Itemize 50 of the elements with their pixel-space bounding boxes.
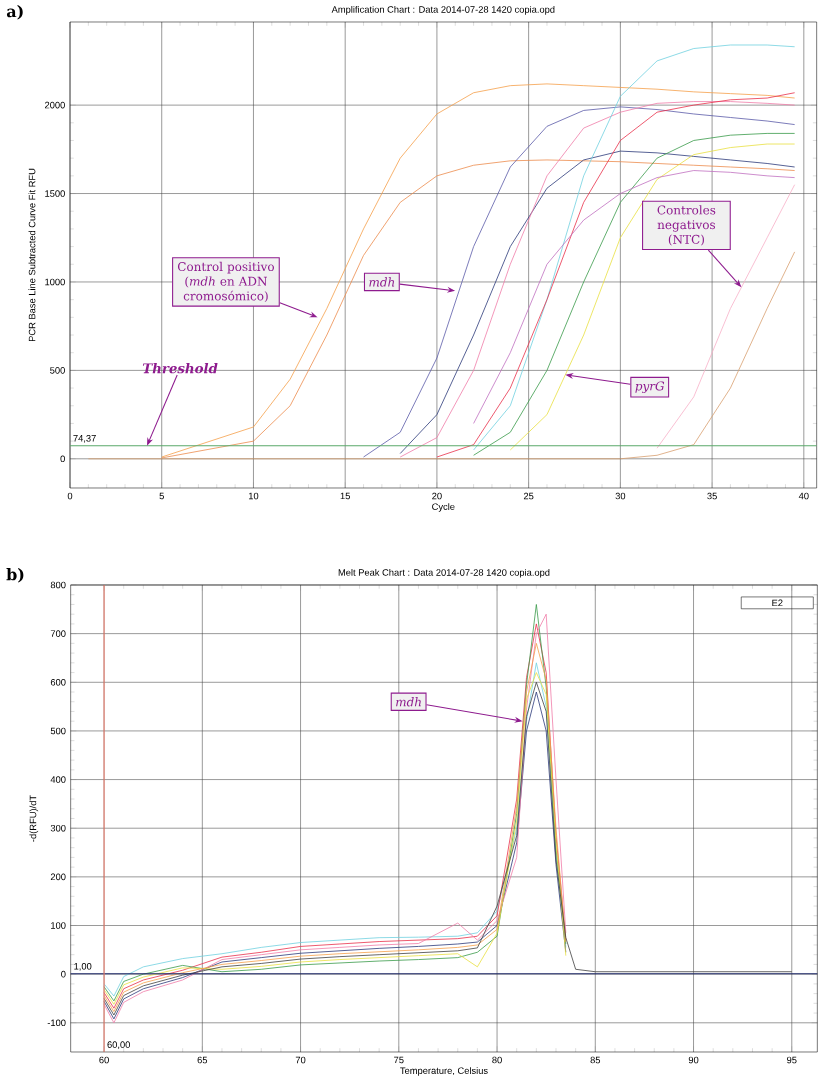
x-tick-label: 20: [432, 492, 442, 500]
x-tick-label: 15: [340, 492, 350, 500]
x-tick-label: 75: [394, 1056, 404, 1064]
text: b): [6, 567, 24, 583]
annotation: mdh: [369, 277, 395, 287]
annotation: Controles negativos (NTC): [657, 205, 716, 246]
x-tick-label: 80: [492, 1056, 502, 1064]
y-tick-label: 300: [50, 824, 66, 832]
x-axis-title: Cycle: [432, 503, 455, 512]
x-tick-label: 65: [197, 1056, 208, 1064]
y-tick-label: 600: [50, 678, 66, 686]
x-tick-label: 95: [787, 1056, 797, 1064]
y-tick-label: 0: [60, 455, 65, 463]
y-tick-label: 800: [50, 581, 66, 589]
x-tick-label: 30: [615, 492, 626, 500]
x-tick-label: 10: [248, 492, 259, 500]
y-tick-label: 400: [50, 776, 66, 783]
annotation: pyrG: [635, 381, 665, 393]
ref-line-label: 1,00: [74, 963, 92, 971]
y-tick-label: 1500: [45, 190, 65, 197]
text: a): [6, 4, 23, 20]
y-tick-label: -100: [47, 1019, 66, 1027]
x-tick-label: 25: [523, 492, 534, 500]
y-tick-label: 1000: [45, 278, 65, 286]
y-tick-label: 2000: [44, 101, 65, 109]
chart-title: Amplification Chart : Data 2014-07-28 1420 copia.opd: [331, 5, 555, 15]
y-tick-label: 0: [61, 970, 66, 978]
y-tick-label: 200: [50, 873, 66, 881]
chart-title: Melt Peak Chart : Data 2014-07-28 1420 copia.opd: [338, 568, 550, 578]
ref-line-label: 60,00: [107, 1041, 130, 1050]
y-tick-label: 700: [50, 630, 66, 637]
annotation: E2: [772, 599, 783, 607]
x-tick-label: 70: [295, 1056, 306, 1064]
y-axis-title: PCR Base Line Subtracted Curve Fit RFU: [28, 168, 36, 342]
x-tick-label: 35: [707, 492, 717, 500]
annotation: mdh: [396, 697, 421, 707]
x-tick-label: 40: [798, 492, 809, 500]
x-tick-label: 90: [688, 1056, 699, 1064]
y-tick-label: 100: [51, 922, 66, 929]
x-tick-label: 5: [159, 492, 164, 500]
y-axis-title: -d(RFU)/dT: [29, 795, 39, 842]
x-axis-title: Temperature, Celsius: [400, 1067, 488, 1076]
annotation: Control positivo (mdh en ADN cromosómico): [177, 261, 274, 303]
x-tick-label: 85: [590, 1056, 601, 1064]
y-tick-label: 500: [50, 727, 66, 735]
y-tick-label: 500: [50, 367, 65, 374]
ref-line-label: 74,37: [73, 435, 96, 443]
annotation: Threshold: [142, 362, 218, 374]
x-tick-label: 0: [67, 492, 73, 500]
x-tick-label: 60: [99, 1056, 109, 1064]
